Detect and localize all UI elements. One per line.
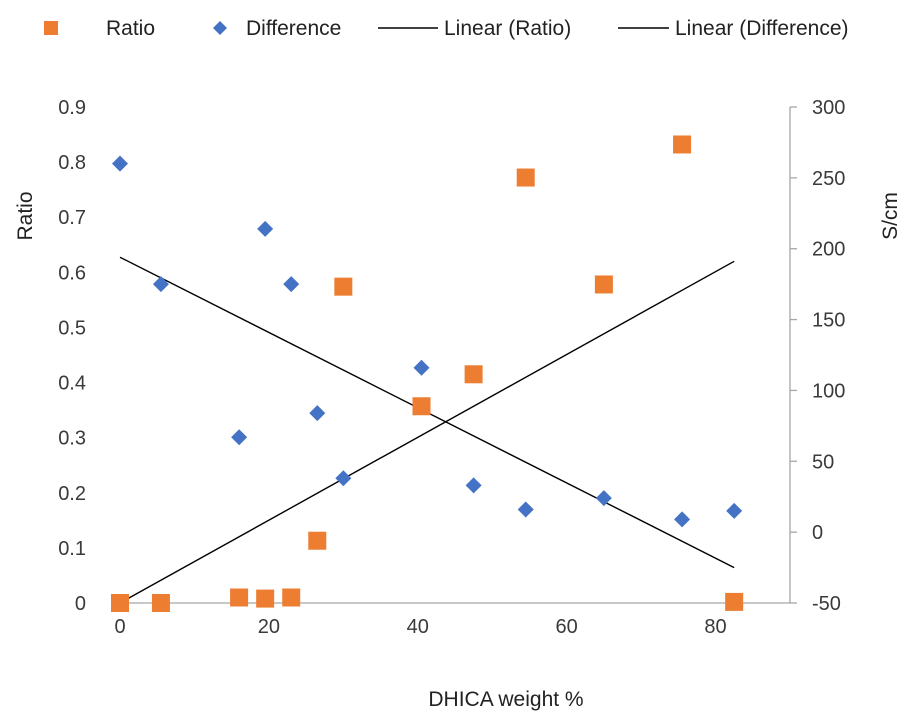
x-tick-label: 20 — [258, 616, 280, 638]
axes: 0 20 40 60 80 0 0.1 0.2 0.3 0.4 0.5 0.6 0.7 0.8 0.9 -50… — [58, 97, 845, 638]
legend-label: Ratio — [106, 17, 155, 40]
difference-point — [309, 405, 326, 422]
legend-label: Linear (Difference) — [675, 17, 849, 40]
data-markers — [111, 135, 744, 612]
legend-label: Difference — [246, 17, 341, 40]
x-tick-label: 60 — [556, 616, 578, 638]
legend-label: Linear (Ratio) — [444, 17, 571, 40]
y2-tick-label: 250 — [812, 168, 845, 190]
ratio-point — [111, 594, 129, 612]
y-tick-label: 0.8 — [58, 152, 86, 174]
y-tick-label: 0.1 — [58, 538, 86, 560]
difference-point — [465, 477, 482, 494]
y2-axis-title: S/cm — [879, 192, 902, 240]
y2-tick-label: 100 — [812, 380, 845, 402]
ratio-point — [334, 277, 353, 296]
y-tick-label: 0.7 — [58, 207, 86, 229]
y2-tick-label: 0 — [812, 522, 823, 544]
ratio-point — [516, 168, 535, 187]
difference-point — [283, 276, 300, 293]
ratio-point — [282, 588, 301, 607]
y-tick-label: 0.6 — [58, 262, 86, 284]
difference-point — [726, 502, 743, 519]
y2-tick-label: 300 — [812, 97, 845, 119]
trendline-linear-ratio — [119, 260, 735, 604]
ratio-point — [412, 397, 431, 416]
x-axis-title: DHICA weight % — [428, 688, 583, 711]
legend: Ratio Difference Linear (Ratio) Linear (Dif… — [44, 17, 849, 40]
y2-tick-label: 150 — [812, 310, 845, 332]
difference-point — [257, 220, 274, 237]
y2-tick-label: 50 — [812, 451, 834, 473]
y-tick-label: 0.9 — [58, 97, 86, 119]
ratio-point — [230, 588, 249, 607]
legend-diamond-icon — [213, 21, 227, 35]
difference-point — [152, 276, 169, 293]
difference-point — [413, 359, 430, 376]
ratio-point — [464, 365, 483, 384]
difference-point — [517, 501, 534, 518]
y2-tick-label: -50 — [812, 593, 841, 615]
legend-square-icon — [44, 21, 58, 35]
y-axis-title: Ratio — [14, 191, 37, 240]
y-tick-label: 0.4 — [58, 373, 86, 395]
y-tick-label: 0 — [75, 593, 86, 615]
difference-point — [335, 470, 352, 487]
y-tick-label: 0.3 — [58, 428, 86, 450]
y-tick-label: 0.5 — [58, 317, 86, 339]
ratio-point — [673, 135, 692, 154]
difference-point — [595, 490, 612, 507]
ratio-point — [308, 531, 327, 550]
difference-point — [112, 155, 128, 172]
y-tick-label: 0.2 — [58, 483, 86, 505]
x-tick-label: 40 — [407, 616, 429, 638]
difference-point — [674, 511, 691, 528]
y2-tick-label: 200 — [812, 239, 845, 261]
ratio-point — [256, 589, 275, 608]
difference-point — [231, 429, 248, 446]
ratio-point — [151, 594, 170, 612]
x-tick-label: 0 — [114, 616, 125, 638]
x-tick-label: 80 — [704, 616, 726, 638]
ratio-point — [725, 592, 744, 611]
ratio-point — [594, 275, 613, 294]
trendlines — [119, 256, 735, 604]
